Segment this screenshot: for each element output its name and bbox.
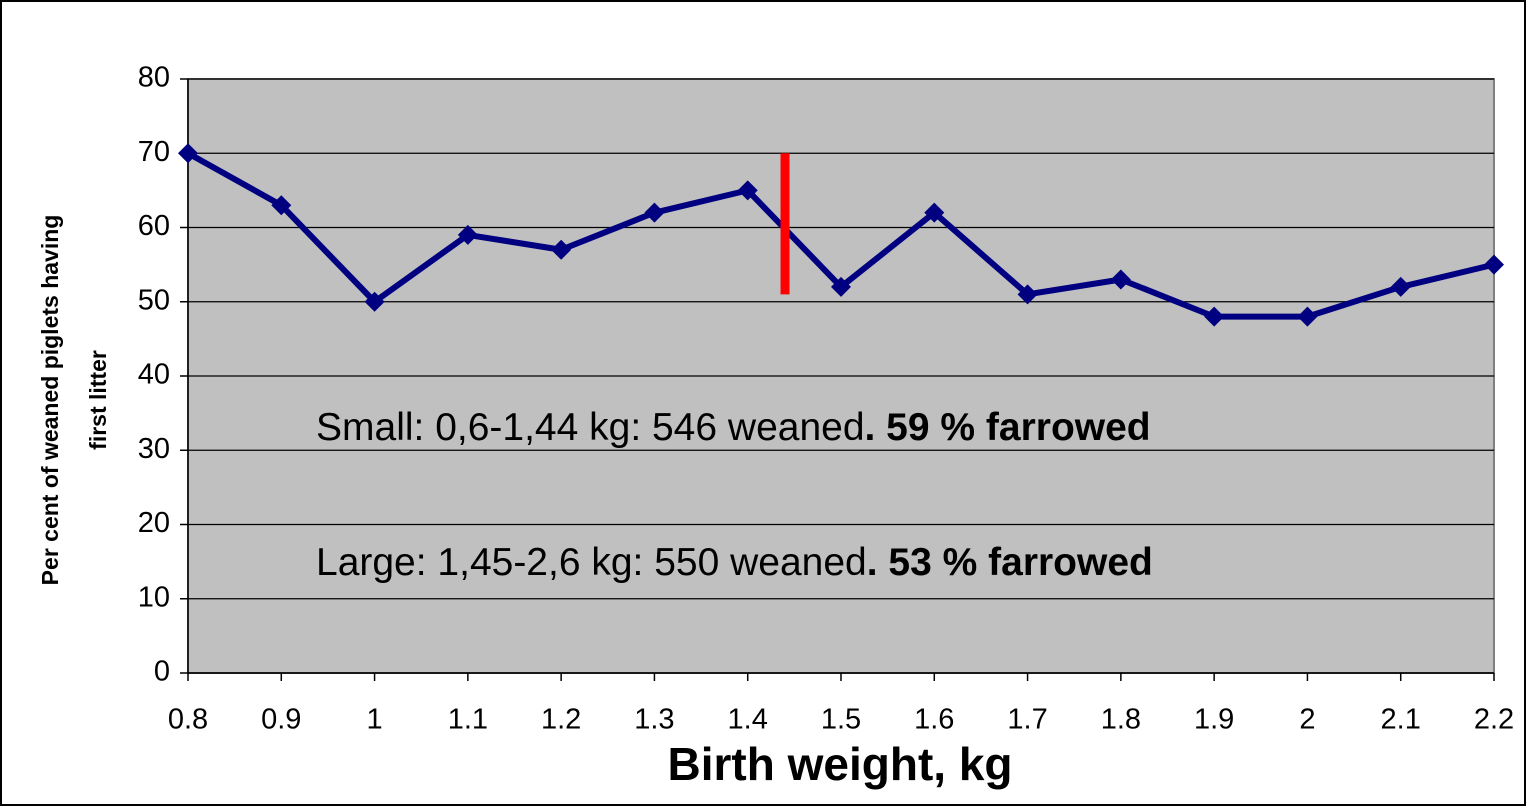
y-tick-label: 10 (138, 581, 170, 613)
annotation-text: Large: 1,45-2,6 kg: 550 weaned (316, 541, 867, 584)
data-point (1017, 284, 1038, 305)
x-axis-label: Birth weight, kg (668, 738, 1013, 790)
data-point (364, 291, 385, 312)
y-tick-label: 30 (138, 433, 170, 465)
data-point (831, 276, 851, 297)
x-tick-label: 1.8 (1101, 704, 1141, 736)
y-tick-label: 70 (138, 136, 170, 168)
x-tick-label: 1.2 (541, 704, 581, 736)
x-tick-label: 2.1 (1381, 704, 1421, 736)
y-axis-label-line: Per cent of weaned piglets having (37, 215, 63, 586)
data-point (178, 143, 198, 164)
data-point (271, 195, 292, 216)
data-point (1390, 276, 1411, 297)
x-tick-label: 1.1 (448, 704, 488, 736)
data-point (1297, 306, 1318, 327)
data-point (924, 202, 945, 223)
y-tick-label: 60 (138, 210, 170, 242)
y-tick-label: 50 (138, 284, 170, 316)
x-tick-label: 0.9 (261, 704, 301, 736)
data-point (551, 239, 572, 260)
y-tick-label: 0 (154, 656, 170, 688)
x-tick-label: 1.7 (1007, 704, 1047, 736)
y-tick-label: 40 (138, 359, 170, 391)
x-tick-label: 1.3 (634, 704, 674, 736)
data-point (457, 224, 478, 245)
y-tick-label: 20 (138, 507, 170, 539)
x-tick-label: 1.5 (821, 704, 861, 736)
y-tick-label: 80 (138, 62, 170, 94)
data-point (1110, 269, 1131, 290)
x-tick-label: 1.9 (1194, 704, 1234, 736)
x-tick-label: 1 (367, 704, 383, 736)
x-tick-label: 2 (1299, 704, 1315, 736)
data-point (644, 202, 665, 223)
x-tick-label: 0.8 (168, 704, 208, 736)
data-point (1204, 306, 1225, 327)
x-tick-label: 1.4 (728, 704, 768, 736)
data-point (737, 180, 758, 201)
y-axis-label: Per cent of weaned piglets having first … (37, 215, 111, 586)
y-axis-label-line: first litter (85, 350, 111, 450)
annotation-bold: . 53 % farrowed (867, 541, 1153, 584)
annotation: Large: 1,45-2,6 kg: 550 weaned. 53 % far… (316, 541, 1153, 584)
annotation-text: Small: 0,6-1,44 kg: 546 weaned (316, 406, 865, 449)
x-tick-label: 1.6 (914, 704, 954, 736)
annotation-bold: . 59 % farrowed (865, 406, 1151, 449)
annotation: Small: 0,6-1,44 kg: 546 weaned. 59 % far… (316, 406, 1151, 449)
x-tick-label: 2.2 (1474, 704, 1514, 736)
data-point (1484, 254, 1504, 275)
